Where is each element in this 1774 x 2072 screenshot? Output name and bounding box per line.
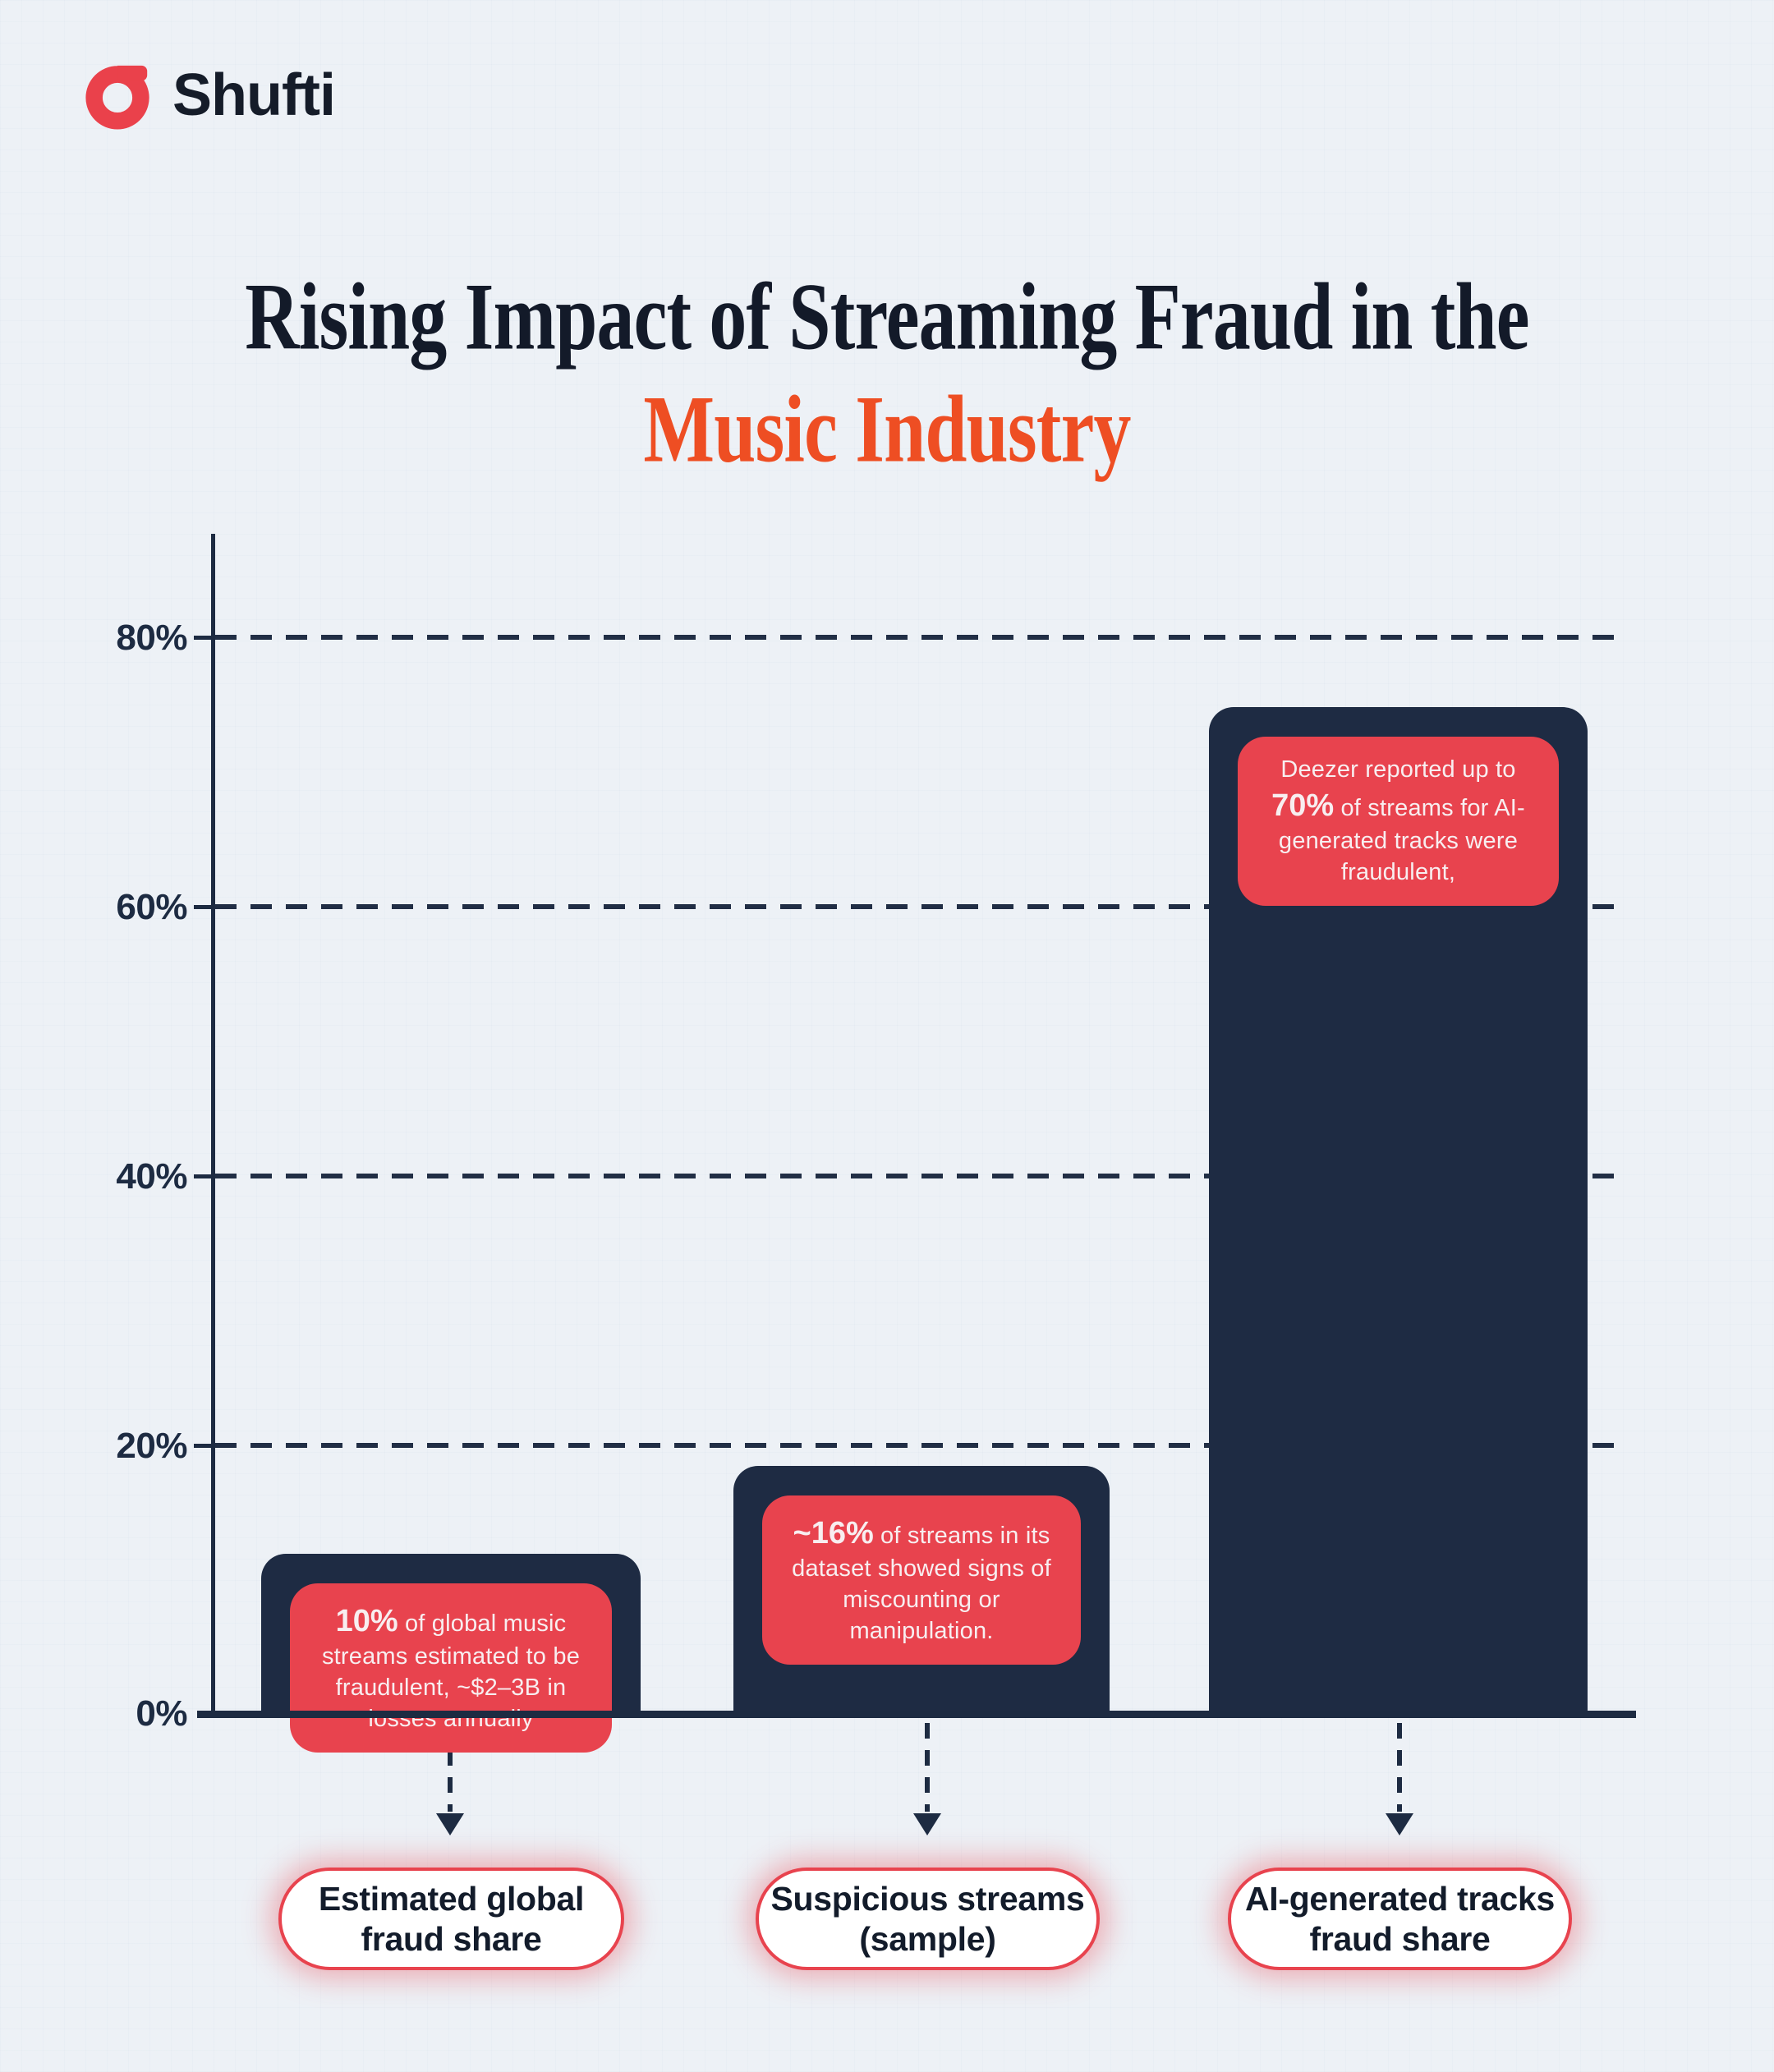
y-tick-label-20: 20% bbox=[116, 1426, 187, 1466]
y-tick-label-80: 80% bbox=[116, 618, 187, 658]
category-pill-ai-generated-tracks: AI-generated tracks fraud share bbox=[1228, 1868, 1572, 1970]
y-tick-label-40: 40% bbox=[116, 1156, 187, 1197]
callout-suspicious-streams: ~16% of streams in its dataset showed si… bbox=[762, 1495, 1081, 1665]
page-title-line2: Music Industry bbox=[643, 376, 1131, 483]
y-tick-label-60: 60% bbox=[116, 887, 187, 927]
category-pill-suspicious-streams: Suspicious streams (sample) bbox=[756, 1868, 1100, 1970]
y-tick-60 bbox=[194, 905, 215, 909]
bar-estimated-global-fraud: 10% of global music streams estimated to… bbox=[261, 1554, 641, 1753]
callout-highlight: 10% bbox=[335, 1604, 398, 1638]
shufti-logo-icon bbox=[82, 59, 154, 131]
page-title: Rising Impact of Streaming Fraud in the … bbox=[0, 261, 1774, 485]
callout-text: of streams in its dataset showed signs o… bbox=[792, 1523, 1051, 1644]
arrow-down-icon bbox=[436, 1813, 464, 1835]
x-axis-line bbox=[197, 1711, 1636, 1718]
callout-text: of global music streams estimated to be … bbox=[321, 1610, 581, 1732]
y-axis-line bbox=[211, 534, 215, 1716]
arrow-line-2 bbox=[925, 1723, 930, 1812]
arrow-line-1 bbox=[448, 1723, 453, 1812]
bar-ai-generated-tracks: Deezer reported up to 70% of streams for… bbox=[1209, 707, 1588, 1715]
gridline-80 bbox=[215, 635, 1625, 640]
gridline-60 bbox=[215, 904, 1625, 909]
callout-highlight: 70% bbox=[1271, 788, 1335, 823]
y-tick-40 bbox=[194, 1174, 215, 1178]
callout-text: of streams for AI-generated tracks were … bbox=[1278, 794, 1525, 885]
gridline-40 bbox=[215, 1174, 1625, 1178]
bar-suspicious-streams: ~16% of streams in its dataset showed si… bbox=[733, 1466, 1110, 1715]
category-pill-estimated-global-fraud: Estimated global fraud share bbox=[278, 1868, 624, 1970]
callout-ai-generated-tracks: Deezer reported up to 70% of streams for… bbox=[1238, 737, 1559, 907]
gridline-20 bbox=[215, 1443, 1625, 1448]
brand-header: Shufti bbox=[82, 59, 336, 131]
callout-estimated-global-fraud: 10% of global music streams estimated to… bbox=[290, 1583, 612, 1753]
page-title-line1: Rising Impact of Streaming Fraud in the bbox=[245, 264, 1529, 370]
arrow-down-icon bbox=[913, 1813, 941, 1835]
y-tick-label-0: 0% bbox=[136, 1693, 187, 1734]
callout-text: Deezer reported up to bbox=[1280, 756, 1516, 783]
y-tick-20 bbox=[194, 1444, 215, 1448]
y-tick-80 bbox=[194, 636, 215, 640]
brand-name: Shufti bbox=[172, 62, 336, 128]
callout-highlight: ~16% bbox=[793, 1516, 874, 1551]
arrow-down-icon bbox=[1386, 1813, 1413, 1835]
arrow-line-3 bbox=[1397, 1723, 1402, 1812]
